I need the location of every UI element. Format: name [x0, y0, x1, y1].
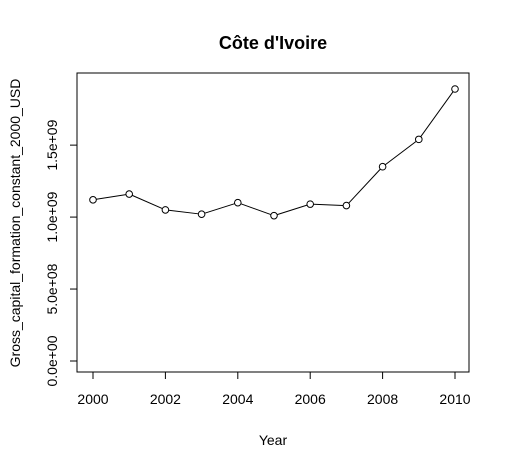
series-line-segment	[276, 204, 308, 216]
x-axis: 2000 2002 2004 2006 2008 2010	[77, 371, 471, 407]
series-line-segment	[313, 203, 344, 206]
data-point	[378, 162, 387, 171]
data-point	[197, 210, 206, 219]
series-line-segment	[132, 194, 163, 210]
y-tick-label: 1.5e+09	[44, 119, 60, 170]
y-axis-label: Gross_capital_formation_constant_2000_US…	[7, 79, 23, 368]
plot-area-border	[76, 72, 470, 373]
chart-title: Côte d'Ivoire	[219, 33, 327, 53]
y-tick-label: 5.0e+08	[44, 263, 60, 314]
series-line-segment	[204, 203, 235, 214]
series-line-segment	[240, 203, 272, 216]
x-tick-label: 2004	[222, 391, 253, 407]
data-point	[161, 206, 170, 214]
data-point	[125, 190, 133, 198]
x-axis-label: Year	[259, 432, 288, 448]
data-point	[415, 135, 423, 144]
data-point	[89, 196, 97, 204]
y-tick-label: 0.0e+00	[44, 335, 60, 386]
data-point	[451, 85, 459, 93]
x-tick-label: 2008	[367, 391, 398, 407]
y-tick-label: 1.0e+09	[44, 191, 60, 242]
data-point	[234, 198, 242, 207]
x-tick-label: 2002	[150, 391, 181, 407]
y-axis: 0.0e+00 5.0e+08 1.0e+09 1.5e+09	[44, 119, 78, 387]
data-point	[342, 201, 351, 210]
series-line-segment	[96, 194, 127, 200]
x-tick-label: 2000	[77, 391, 108, 407]
series-layer	[89, 85, 459, 220]
series-line-segment	[420, 91, 454, 137]
series-line-segment	[348, 168, 381, 204]
series-line-segment	[168, 209, 199, 215]
series-line-segment	[384, 140, 417, 166]
data-point	[306, 200, 315, 208]
data-point	[270, 211, 278, 220]
x-tick-label: 2010	[439, 391, 470, 407]
x-tick-label: 2006	[295, 391, 326, 407]
